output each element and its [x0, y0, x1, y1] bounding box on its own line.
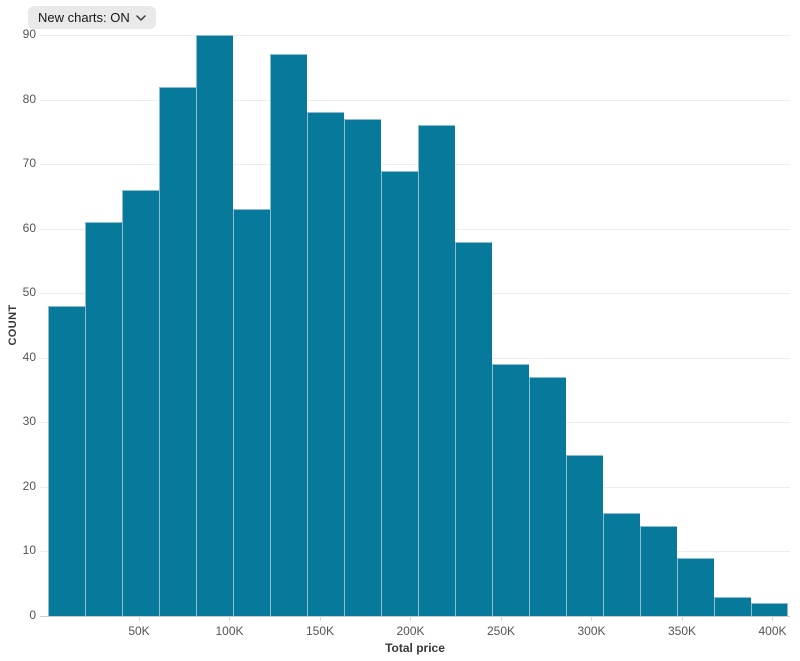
gridline: [40, 99, 790, 101]
x-axis-title: Total price: [385, 641, 445, 655]
y-tick-label: 50: [22, 285, 36, 300]
x-tick-mark: [138, 617, 140, 621]
x-tick-mark: [772, 617, 773, 621]
y-tick-label: 30: [22, 414, 36, 429]
histogram-bar[interactable]: [529, 377, 566, 616]
x-tick-label: 50K: [128, 624, 150, 638]
x-tick-label: 150K: [305, 624, 335, 638]
x-tick-label: 250K: [486, 624, 516, 638]
x-tick-mark: [319, 617, 321, 621]
x-tick-mark: [500, 617, 502, 621]
x-tick-mark: [229, 617, 230, 621]
histogram-bar[interactable]: [270, 54, 307, 616]
histogram-bar[interactable]: [344, 118, 381, 616]
y-tick-label: 90: [22, 27, 36, 41]
histogram-bar[interactable]: [48, 306, 85, 616]
y-tick-label: 60: [22, 220, 36, 235]
x-tick-label: 400K: [758, 624, 787, 638]
histogram-bar[interactable]: [455, 241, 492, 616]
histogram-bar[interactable]: [677, 557, 714, 616]
y-tick-label: 80: [22, 91, 36, 106]
histogram-bar[interactable]: [159, 86, 196, 616]
chevron-down-icon: [136, 14, 146, 21]
y-tick-label: 70: [22, 156, 36, 171]
y-tick-label: 10: [22, 543, 36, 558]
histogram-bar[interactable]: [122, 189, 159, 616]
histogram-bar[interactable]: [640, 525, 677, 616]
x-tick-mark: [410, 617, 411, 621]
x-tick-mark: [681, 617, 683, 621]
x-tick-label: 100K: [215, 624, 244, 638]
histogram-bar[interactable]: [751, 603, 788, 616]
y-tick-label: 20: [22, 478, 36, 493]
x-tick-label: 200K: [396, 624, 425, 638]
histogram-bar[interactable]: [196, 35, 233, 616]
histogram-bar[interactable]: [381, 170, 418, 616]
histogram-bar[interactable]: [566, 454, 603, 616]
gridline: [40, 164, 790, 166]
histogram-bar[interactable]: [418, 125, 455, 616]
histogram-bar[interactable]: [307, 112, 344, 616]
y-axis-title: COUNT: [7, 304, 19, 346]
gridline: [40, 35, 790, 36]
y-tick-label: 40: [22, 349, 36, 364]
new-charts-label: New charts: ON: [38, 10, 130, 25]
histogram-bar[interactable]: [492, 364, 529, 616]
new-charts-dropdown[interactable]: New charts: ON: [28, 6, 156, 29]
histogram-bar[interactable]: [603, 512, 640, 616]
histogram-bar[interactable]: [714, 596, 751, 616]
histogram-bar[interactable]: [233, 209, 270, 616]
x-tick-mark: [591, 617, 592, 621]
histogram-plot: [40, 35, 790, 617]
y-axis: 0 10 20 30 40 50 60 70 80 90: [0, 27, 36, 622]
y-tick-label: 0: [29, 608, 36, 622]
x-tick-label: 300K: [577, 624, 606, 638]
histogram-bar[interactable]: [85, 222, 122, 616]
x-tick-label: 350K: [667, 624, 697, 638]
